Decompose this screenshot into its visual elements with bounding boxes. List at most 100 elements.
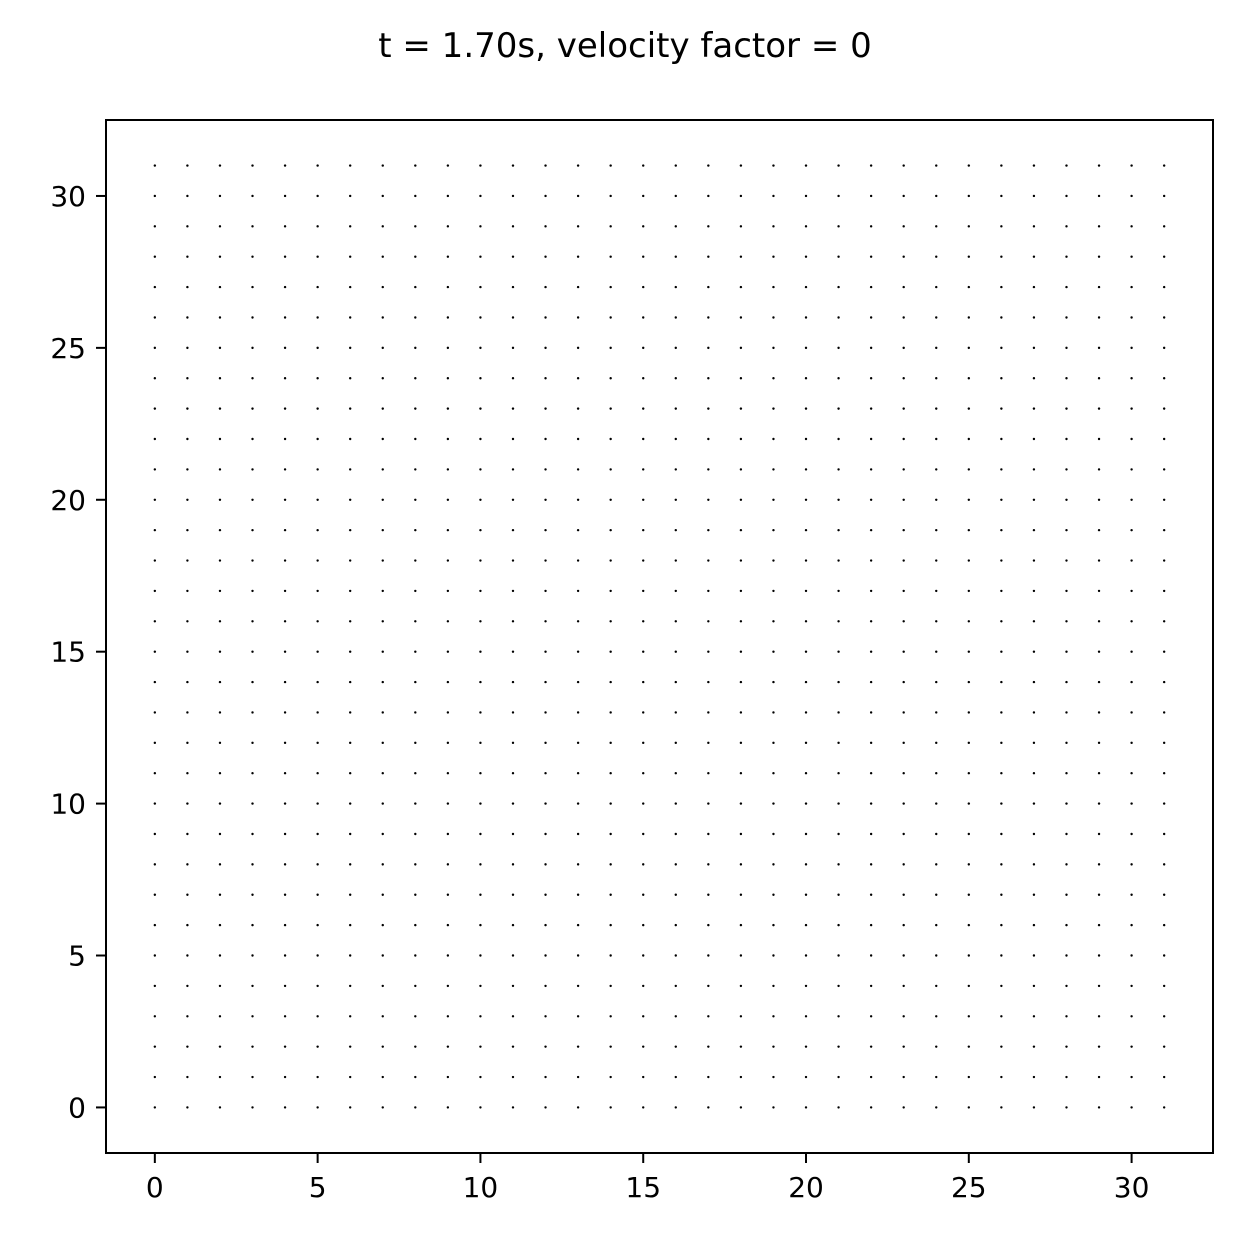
data-point	[251, 802, 254, 805]
data-point	[446, 680, 450, 684]
data-point	[186, 1106, 189, 1109]
data-point	[381, 498, 384, 501]
data-point	[902, 711, 905, 714]
data-point	[316, 893, 319, 896]
data-point	[186, 255, 189, 258]
data-point	[674, 1075, 677, 1079]
data-point	[1065, 1106, 1068, 1109]
data-point	[1065, 832, 1068, 836]
data-point	[153, 802, 157, 805]
data-point	[869, 650, 873, 653]
data-point	[1032, 984, 1036, 988]
x-tick-label: 0	[146, 1171, 164, 1204]
data-point	[1162, 346, 1166, 350]
data-point	[544, 437, 547, 441]
data-point	[414, 346, 417, 350]
data-point	[935, 468, 938, 471]
data-point	[283, 285, 287, 289]
data-point	[804, 589, 808, 593]
data-point	[935, 164, 938, 167]
data-point	[283, 225, 287, 228]
data-point	[348, 680, 352, 684]
data-point	[674, 650, 677, 653]
data-point	[446, 528, 450, 532]
data-point	[837, 1075, 840, 1079]
data-point	[446, 1045, 450, 1048]
data-point	[609, 802, 612, 805]
data-point	[153, 923, 157, 927]
data-point	[1130, 468, 1133, 471]
data-point	[511, 863, 515, 866]
data-point	[186, 741, 189, 745]
data-point	[902, 1075, 905, 1079]
data-point	[348, 863, 352, 866]
data-point	[1065, 711, 1068, 714]
data-point	[153, 194, 157, 198]
data-point	[511, 1106, 515, 1109]
data-point	[1130, 346, 1133, 350]
data-point	[869, 589, 873, 593]
data-point	[1130, 620, 1133, 623]
y-tick-label: 25	[50, 332, 86, 365]
data-point	[479, 1015, 482, 1018]
data-point	[348, 650, 352, 653]
data-point	[283, 923, 287, 927]
data-point	[1162, 1045, 1166, 1048]
data-point	[576, 954, 580, 957]
data-point	[283, 255, 287, 258]
data-point	[479, 559, 482, 562]
data-point	[381, 954, 384, 957]
data-point	[1000, 680, 1003, 684]
data-point	[1097, 680, 1101, 684]
data-point	[1097, 832, 1101, 836]
data-point	[609, 285, 612, 289]
data-point	[348, 1015, 352, 1018]
data-point	[707, 802, 710, 805]
data-point	[1065, 802, 1068, 805]
data-point	[1032, 1106, 1036, 1109]
data-point	[544, 772, 547, 775]
data-point	[837, 923, 840, 927]
data-point	[837, 225, 840, 228]
data-point	[1162, 984, 1166, 988]
data-point	[1000, 1015, 1003, 1018]
data-point	[804, 1106, 808, 1109]
data-point	[739, 437, 743, 441]
data-point	[869, 407, 873, 410]
data-point	[1032, 225, 1036, 228]
data-point	[869, 194, 873, 198]
data-point	[967, 1106, 971, 1109]
data-point	[576, 711, 580, 714]
data-point	[479, 954, 482, 957]
data-point	[479, 741, 482, 745]
data-point	[674, 620, 677, 623]
data-point	[1097, 711, 1101, 714]
data-point	[642, 468, 645, 471]
data-point	[544, 711, 547, 714]
data-point	[1097, 164, 1101, 167]
data-point	[576, 863, 580, 866]
data-point	[739, 620, 743, 623]
data-point	[283, 346, 287, 350]
data-point	[869, 741, 873, 745]
x-tick-label: 30	[1114, 1171, 1150, 1204]
data-point	[348, 1045, 352, 1048]
data-point	[1065, 498, 1068, 501]
data-point	[544, 650, 547, 653]
data-point	[1162, 680, 1166, 684]
data-point	[153, 650, 157, 653]
data-point	[772, 164, 775, 167]
data-point	[837, 741, 840, 745]
data-point	[1032, 285, 1036, 289]
data-point	[479, 437, 482, 441]
data-point	[772, 954, 775, 957]
data-point	[1162, 1075, 1166, 1079]
data-point	[902, 285, 905, 289]
data-point	[218, 194, 222, 198]
data-point	[674, 285, 677, 289]
data-point	[772, 559, 775, 562]
data-point	[1000, 650, 1003, 653]
data-point	[1130, 285, 1133, 289]
data-point	[804, 559, 808, 562]
